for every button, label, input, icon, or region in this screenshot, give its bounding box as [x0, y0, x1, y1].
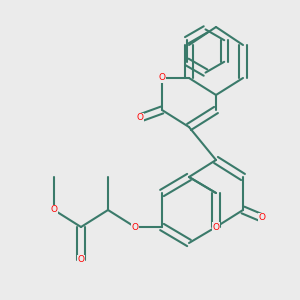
Text: O: O — [50, 206, 58, 214]
Text: O: O — [131, 223, 139, 232]
Text: O: O — [259, 214, 266, 223]
Text: O: O — [136, 113, 143, 122]
Text: O: O — [212, 223, 220, 232]
Text: O: O — [158, 74, 166, 82]
Text: O: O — [77, 256, 85, 265]
